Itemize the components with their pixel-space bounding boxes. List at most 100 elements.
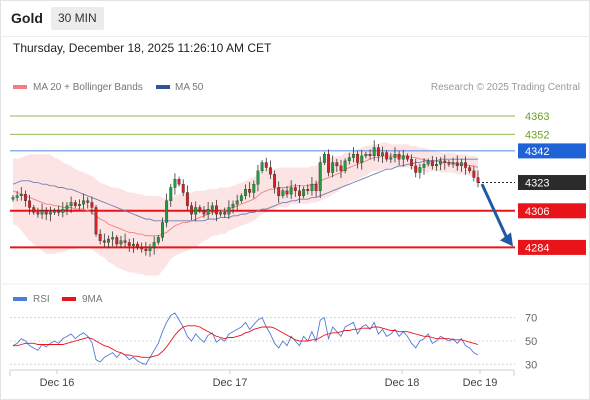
candle-body [285,190,289,195]
candle-body [376,147,380,157]
candle-body [327,154,330,173]
candle-body [94,207,98,235]
candle-body [248,189,252,193]
candle-body [227,207,231,215]
candle-body [48,212,52,215]
candle-body [405,155,409,160]
candle-body [161,222,164,238]
candle-body [435,164,438,167]
candle-body [260,162,264,172]
rsi-level-label-70: 70 [525,313,537,325]
candle-body [293,187,297,191]
legend-label-9ma: 9MA [82,294,103,305]
level-label-4342: 4342 [525,146,549,158]
candle-body [123,240,127,243]
legend-label-rsi: RSI [33,294,50,305]
candle-body [152,242,156,248]
main-legend: MA 20 + Bollinger Bands MA 50 Research ©… [13,82,580,93]
candle-body [73,202,77,206]
candle-body [65,205,69,210]
candle-body [90,202,94,208]
candle-body [57,210,61,213]
candle-body [19,194,23,196]
level-label-4323: 4323 [525,178,549,190]
header-bar: Gold 30 MIN [0,0,590,37]
candle-body [277,187,281,196]
candle-body [185,192,189,206]
candle-body [472,170,476,178]
level-tag-4342 [518,143,586,159]
candle-body [215,205,218,215]
candle-body [181,184,185,193]
instrument-title: Gold [11,10,43,26]
candle-body [190,205,193,215]
candle-body [281,190,285,196]
candle-body [352,154,355,158]
rsi-legend: RSI 9MA [13,294,103,305]
candle-body [53,210,56,213]
candle-body [459,162,463,167]
candle-body [331,162,335,173]
candle-body [206,208,210,215]
candle-body [202,210,206,215]
rsi-panel: 70 50 30 [10,312,537,371]
candle-body [82,200,86,205]
candle-body [443,160,447,163]
candle-body [144,248,148,251]
candle-body [430,160,434,167]
candle-body [194,207,198,215]
candle-body [476,177,480,183]
candle-body [86,200,90,203]
level-label-4306: 4306 [525,206,549,218]
x-tick-label-3: Dec 19 [463,377,498,389]
level-tag-4323 [518,175,586,191]
candle-body [302,189,306,196]
candle-body [136,243,139,248]
candle-body [426,160,430,165]
candle-body [231,203,235,208]
candle-body [455,162,459,167]
candle-body [77,203,81,206]
copyright-note: Research © 2025 Trading Central [431,82,580,93]
candle-body [347,157,351,162]
candle-body [119,240,123,245]
candle-body [244,189,247,196]
candle-body [447,162,451,165]
candle-body [173,179,177,188]
candle-body [115,237,119,245]
level-tag-4306 [518,203,586,219]
candlesticks [11,140,480,257]
candle-body [343,160,347,172]
candle-body [140,247,144,250]
candle-body [127,242,131,246]
candle-body [381,152,384,157]
candle-body [422,164,426,168]
legend-swatch-ma50 [156,85,170,89]
candle-body [28,200,32,208]
legend-swatch-rsi [13,297,27,301]
interval-selector[interactable]: 30 MIN [51,7,104,30]
forecast-arrow-head [500,232,513,247]
candle-body [210,205,214,210]
rsi-level-label-50: 50 [525,336,537,348]
candle-body [169,187,173,201]
candle-body [165,200,169,223]
candle-body [36,212,40,215]
forecast-arrow [480,183,513,247]
x-axis: Dec 16 Dec 17 Dec 18 Dec 19 [9,369,515,389]
candle-body [385,152,389,160]
candle-body [310,184,314,191]
level-tag-4284 [518,239,586,255]
forecast-arrow-shaft [480,183,509,240]
candle-body [468,167,472,172]
candle-body [44,210,48,215]
candle-body [414,165,418,173]
ma50-line [12,158,478,222]
candle-body [24,194,27,201]
legend-swatch-ma20 [13,85,27,89]
candle-body [219,212,223,215]
level-label-4352: 4352 [525,129,549,141]
candle-body [131,243,135,246]
candle-body [397,154,401,160]
candle-body [335,162,339,167]
